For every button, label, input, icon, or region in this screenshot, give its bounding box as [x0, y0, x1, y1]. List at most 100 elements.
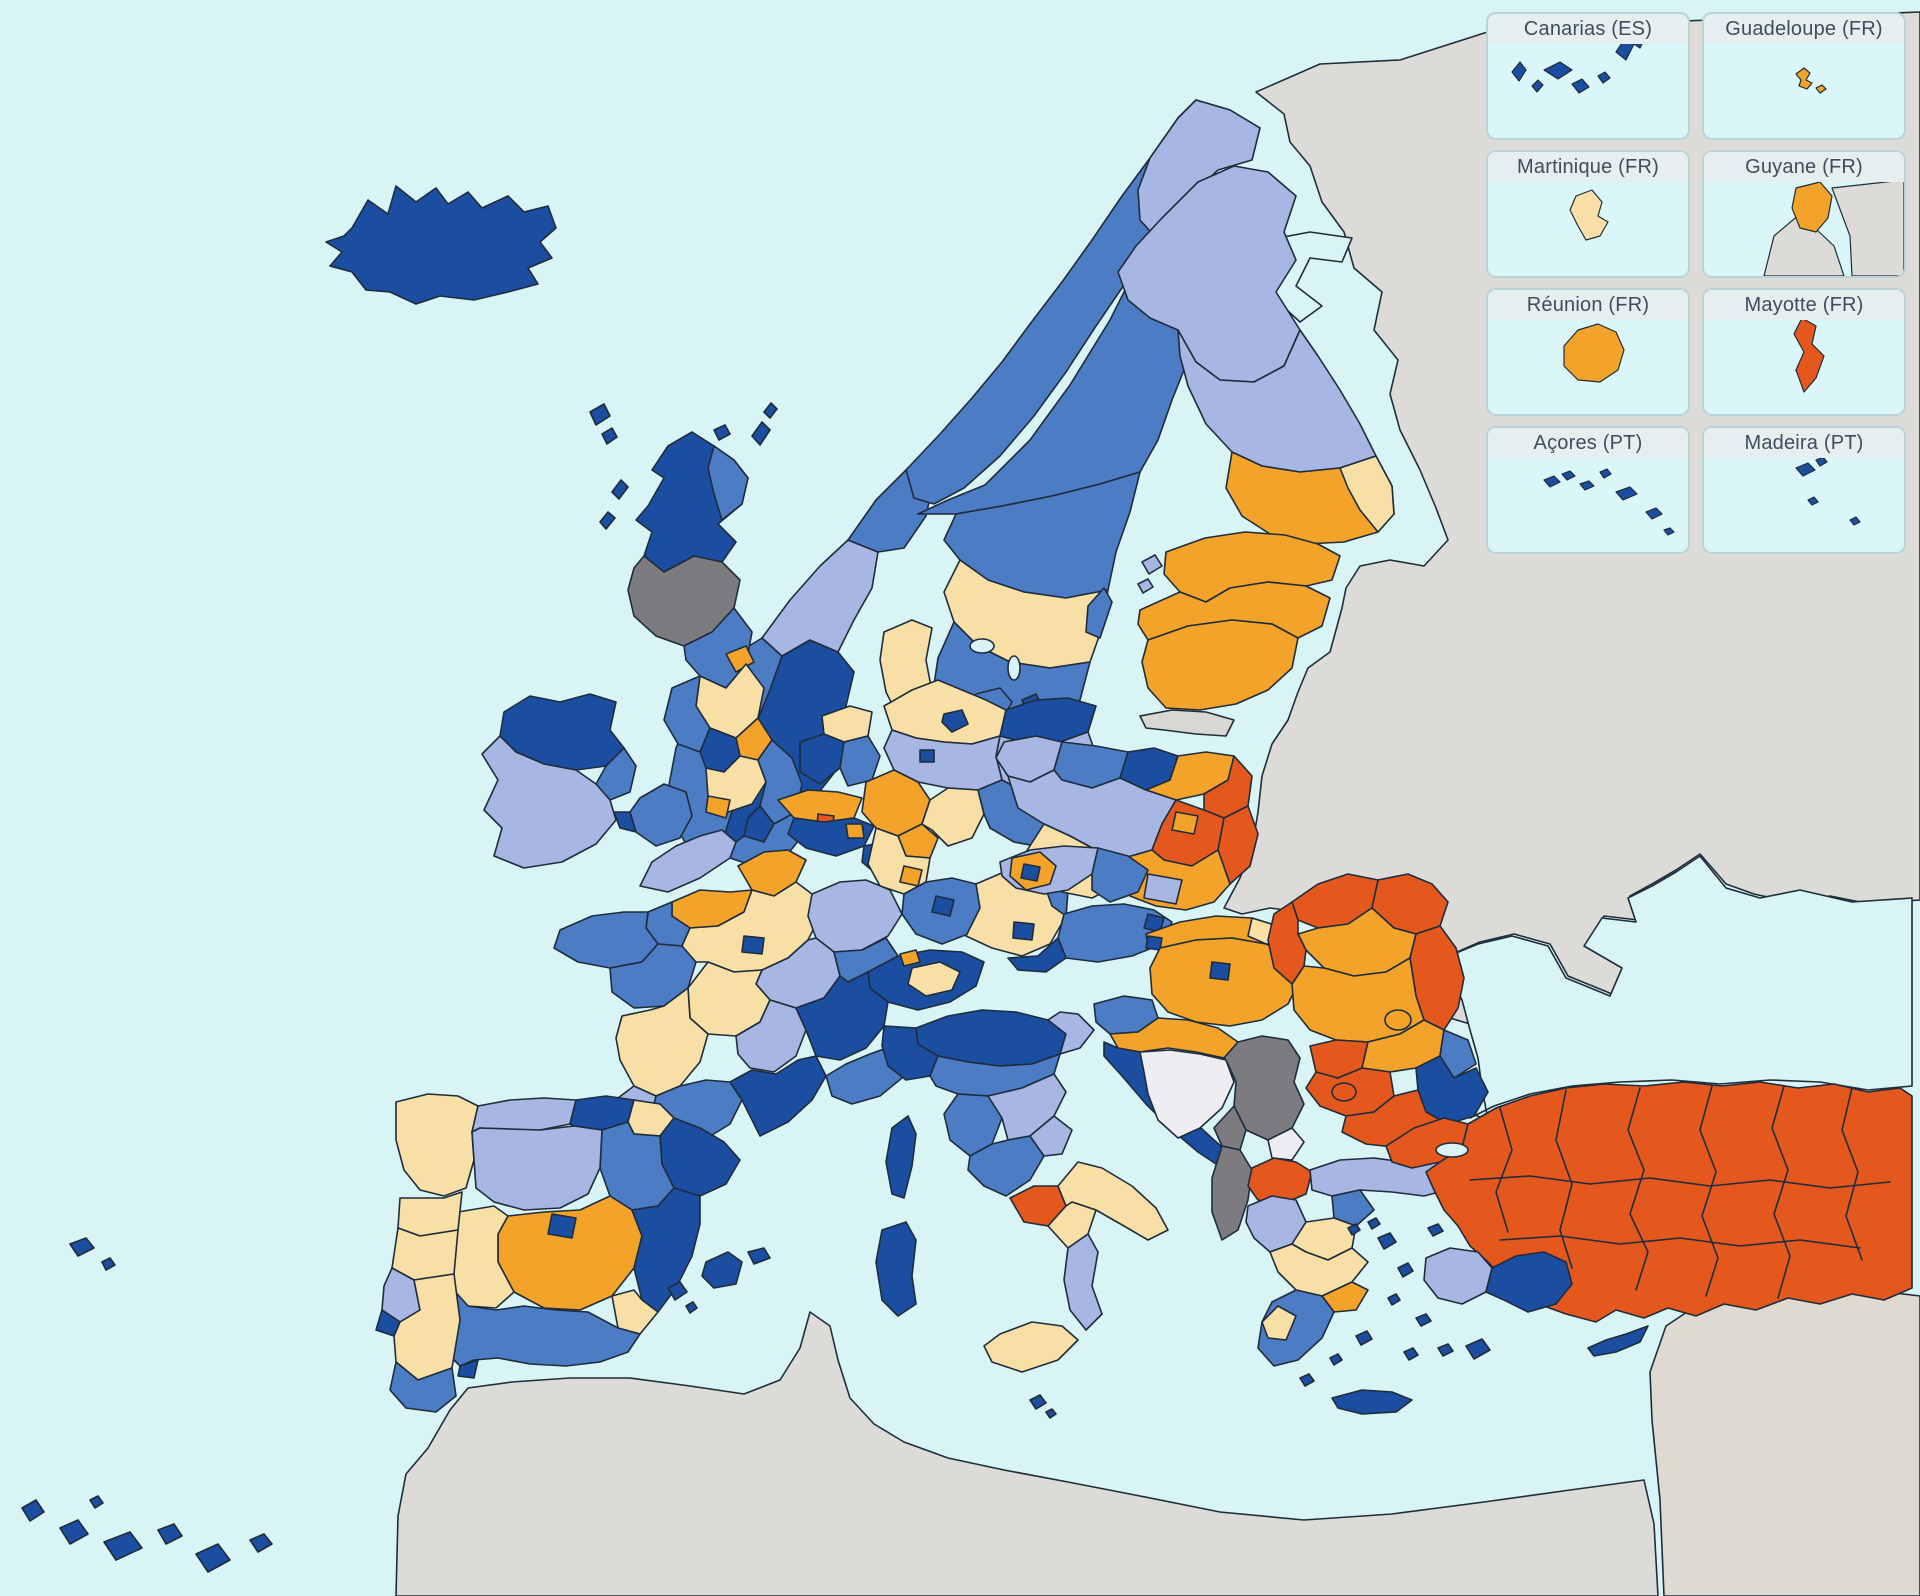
inset-label: Réunion (FR)	[1526, 293, 1650, 316]
region-budapest[interactable]	[1209, 961, 1231, 981]
region-greece-peloponnese-west[interactable]	[1261, 1305, 1297, 1341]
region-germany-mainz[interactable]	[899, 865, 923, 887]
region-greece-macedonia[interactable]	[1331, 1189, 1375, 1227]
inset-label: Guadeloupe (FR)	[1725, 17, 1883, 40]
region-germany-bremen[interactable]	[919, 749, 935, 763]
region-ireland-south[interactable]	[481, 735, 617, 869]
region-lithuania[interactable]	[1141, 619, 1299, 711]
region-uk-hebrides[interactable]	[599, 479, 629, 530]
region-poland-warsaw[interactable]	[1171, 811, 1199, 835]
region-uk-birmingham[interactable]	[705, 795, 731, 819]
inset-guyane[interactable]: Guyane (FR)	[1702, 150, 1906, 278]
region-greece-islands[interactable]	[1299, 1217, 1454, 1387]
region-portugal-centro[interactable]	[391, 1227, 459, 1281]
region-portugal-norte[interactable]	[397, 1191, 463, 1237]
region-romania-west[interactable]	[1267, 901, 1307, 985]
region-malta[interactable]	[1029, 1394, 1057, 1419]
region-france-paysloire[interactable]	[609, 943, 697, 1009]
region-north-macedonia[interactable]	[1247, 1157, 1313, 1205]
region-poland-podkarpacie[interactable]	[1143, 873, 1183, 905]
region-switzerland-center[interactable]	[907, 961, 961, 997]
region-finland-mid[interactable]	[1177, 329, 1377, 473]
inset-guadeloupe[interactable]: Guadeloupe (FR)	[1702, 12, 1906, 140]
region-germany-munich[interactable]	[1012, 921, 1035, 941]
region-cyprus[interactable]	[1587, 1325, 1649, 1357]
region-spain-valencia[interactable]	[631, 1187, 701, 1313]
region-madeira-inmap[interactable]	[69, 1237, 116, 1271]
region-estonia-islands[interactable]	[1137, 554, 1163, 594]
region-france-iledefrance[interactable]	[741, 935, 765, 955]
region-corsica[interactable]	[885, 1115, 917, 1199]
guadeloupe-islands-shape[interactable]	[1795, 67, 1827, 94]
inset-header-madeira: Madeira (PT)	[1704, 428, 1904, 458]
region-france-grandest[interactable]	[807, 879, 903, 953]
inset-acores[interactable]: Açores (PT)	[1486, 426, 1690, 554]
region-italy-lazio[interactable]	[967, 1135, 1045, 1197]
inset-mayotte[interactable]: Mayotte (FR)	[1702, 288, 1906, 416]
region-spain-madrid[interactable]	[547, 1213, 577, 1239]
region-italy-northeast[interactable]	[1047, 1011, 1095, 1055]
region-france-aquitaine[interactable]	[615, 987, 709, 1097]
turkey-internal-borders	[1469, 1085, 1891, 1299]
region-spain-galicia[interactable]	[395, 1093, 479, 1197]
region-romania-bucharest-ring[interactable]	[1384, 1009, 1412, 1031]
region-uk-wales-west[interactable]	[613, 811, 637, 833]
region-portugal-algarve[interactable]	[389, 1361, 457, 1413]
region-sicily[interactable]	[983, 1321, 1079, 1373]
region-uk-shetland[interactable]	[751, 402, 778, 446]
inset-martinique[interactable]: Martinique (FR)	[1486, 150, 1690, 278]
region-germany-hamburg[interactable]	[941, 709, 969, 733]
region-norway-mid[interactable]	[761, 539, 879, 657]
region-austria-tirol[interactable]	[1007, 937, 1067, 973]
inset-header-canarias: Canarias (ES)	[1488, 14, 1688, 44]
region-france-auvergne[interactable]	[735, 999, 807, 1073]
region-germany-hessen[interactable]	[921, 787, 985, 847]
region-norway-finnmark[interactable]	[1137, 99, 1261, 241]
region-uk-orkney[interactable]	[713, 424, 731, 441]
region-italy-calabria[interactable]	[1063, 1233, 1103, 1331]
region-germany-stuttgart[interactable]	[931, 895, 955, 917]
outermost-regions-panel: Canarias (ES) Guadeloupe (FR) Martinique…	[1486, 12, 1906, 554]
inset-madeira[interactable]: Madeira (PT)	[1702, 426, 1906, 554]
region-hungary[interactable]	[1149, 937, 1301, 1027]
region-finland-southeast[interactable]	[1339, 455, 1395, 533]
region-bulgaria-burgas[interactable]	[1415, 1055, 1489, 1125]
inset-canarias[interactable]: Canarias (ES)	[1486, 12, 1690, 140]
region-uk-scotland-northeast[interactable]	[707, 445, 749, 521]
region-uk-southwest[interactable]	[639, 829, 737, 893]
region-belgium-liege[interactable]	[845, 823, 865, 839]
region-faroe[interactable]	[589, 403, 618, 445]
region-bulgaria-sofia-ring[interactable]	[1331, 1082, 1357, 1102]
region-bosnia	[1139, 1049, 1235, 1139]
reunion-island-shape[interactable]	[1563, 323, 1625, 383]
region-spain-castilla-leon[interactable]	[471, 1125, 603, 1211]
inset-header-mayotte: Mayotte (FR)	[1704, 290, 1904, 320]
inset-header-guyane: Guyane (FR)	[1704, 152, 1904, 182]
region-italy-abruzzo[interactable]	[1029, 1115, 1073, 1157]
region-mallorca[interactable]	[701, 1251, 743, 1289]
inset-header-martinique: Martinique (FR)	[1488, 152, 1688, 182]
region-rhodes[interactable]	[1465, 1338, 1491, 1360]
mayotte-island-shape[interactable]	[1793, 317, 1825, 393]
region-ibiza[interactable]	[667, 1281, 698, 1314]
region-kosovo	[1267, 1127, 1305, 1161]
region-portugal-alentejo[interactable]	[393, 1273, 461, 1381]
region-iceland[interactable]	[325, 185, 557, 305]
madeira-islands-shape[interactable]	[1795, 456, 1861, 526]
guyane-region-shape[interactable]	[1791, 181, 1833, 233]
region-gotland[interactable]	[1085, 587, 1113, 639]
region-czechia-east[interactable]	[1091, 847, 1149, 903]
martinique-island-shape[interactable]	[1569, 189, 1609, 241]
region-crete[interactable]	[1331, 1389, 1413, 1415]
region-czechia-praha[interactable]	[1020, 863, 1041, 882]
inset-header-guadeloupe: Guadeloupe (FR)	[1704, 14, 1904, 44]
region-turkey-antalya[interactable]	[1485, 1251, 1573, 1313]
inset-reunion[interactable]: Réunion (FR)	[1486, 288, 1690, 416]
region-switzerland-basel[interactable]	[899, 949, 921, 967]
region-sardinia[interactable]	[875, 1221, 917, 1317]
inset-label: Açores (PT)	[1533, 431, 1643, 454]
region-canarias-inmap[interactable]	[21, 1495, 273, 1573]
region-menorca[interactable]	[747, 1247, 771, 1265]
region-bulgaria-varna[interactable]	[1439, 1029, 1477, 1079]
region-spain-gibraltar-tip[interactable]	[457, 1359, 479, 1379]
